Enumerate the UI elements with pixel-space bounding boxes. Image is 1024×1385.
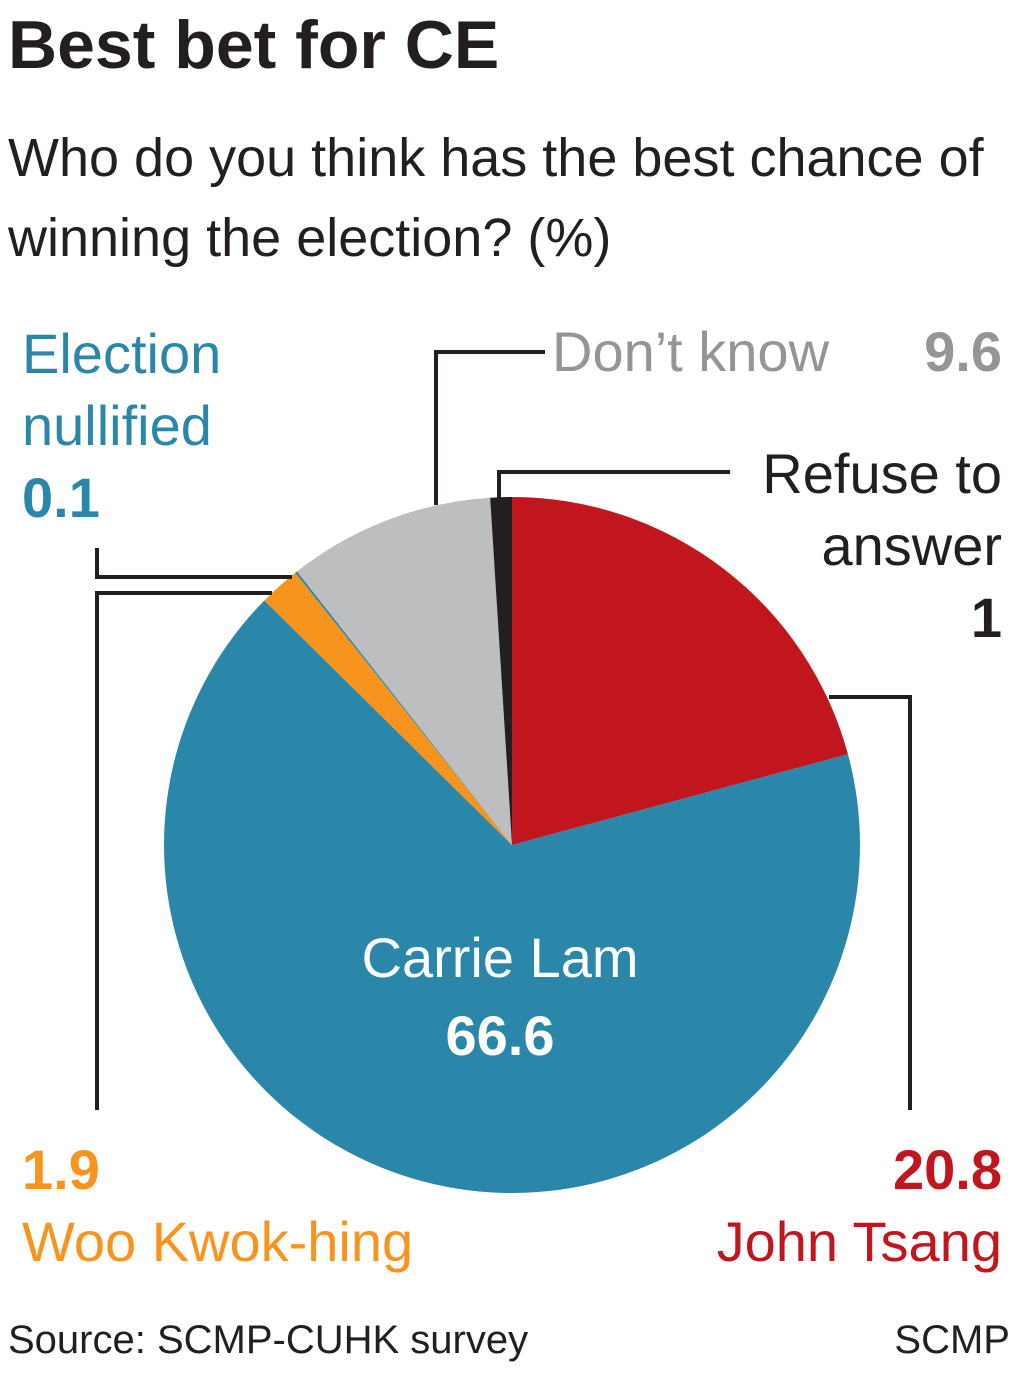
label-carrie-lam-value: 66.6 <box>445 1004 555 1067</box>
label-woo-value: 1.9 <box>22 1138 100 1201</box>
leader-line-tsang <box>829 695 912 1110</box>
label-tsang-value: 20.8 <box>893 1138 1002 1201</box>
label-woo-name: Woo Kwok-hing <box>22 1210 414 1273</box>
label-carrie-lam-name: Carrie Lam <box>361 926 639 989</box>
label-tsang-name: John Tsang <box>716 1210 1002 1273</box>
label-election-nullified: Election nullified 0.1 <box>22 318 282 534</box>
label-dont-know-name: Don’t know <box>552 320 830 383</box>
pie-slice-woo-kwok-hing <box>264 572 512 845</box>
leader-line-dont-know <box>434 350 545 505</box>
pie-slice-john-tsang <box>512 497 848 845</box>
pie-slice-election-nullified <box>295 571 512 845</box>
pie-slice-carrie-lam <box>163 600 860 1194</box>
pie-slice-refuse-to-answer <box>490 497 512 845</box>
pie-slice-don-t-know <box>296 497 512 845</box>
leader-line-woo <box>95 591 272 1110</box>
label-dont-know: Don’t know <box>552 316 829 388</box>
label-john-tsang: 20.8 John Tsang <box>717 1134 1002 1278</box>
label-refuse-name: Refuse to answer <box>762 442 1002 577</box>
label-refuse: Refuse to answer 1 <box>702 438 1002 654</box>
label-refuse-value: 1 <box>970 586 1002 649</box>
source-note: Source: SCMP-CUHK survey <box>8 1318 529 1362</box>
label-woo-kwok-hing: 1.9 Woo Kwok-hing <box>22 1134 413 1278</box>
label-carrie-lam: Carrie Lam 66.6 <box>300 922 700 1072</box>
chart-title: Best bet for CE <box>8 7 500 83</box>
chart-subtitle: Who do you think has the best chance of … <box>8 128 984 268</box>
label-dont-know-value: 9.6 <box>924 320 1002 383</box>
credit: SCMP <box>894 1318 1010 1362</box>
leader-line-refuse <box>497 470 730 505</box>
leader-line-nullified <box>95 548 292 579</box>
label-election-nullified-name: Election nullified <box>22 322 222 457</box>
label-election-nullified-value: 0.1 <box>22 466 100 529</box>
